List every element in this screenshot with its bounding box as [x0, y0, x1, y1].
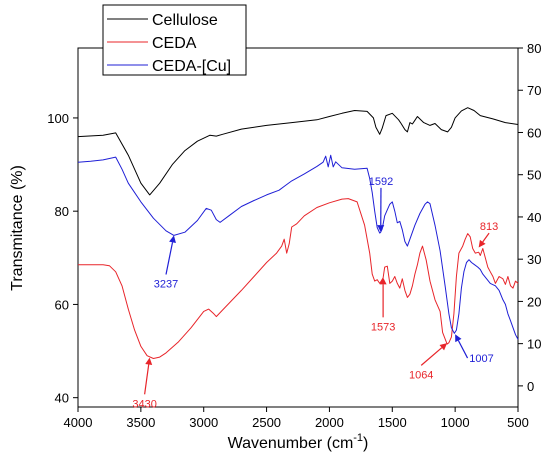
- plot-frame: [77, 47, 519, 408]
- legend-box: [102, 4, 247, 76]
- peak-arrow-head: [455, 334, 462, 343]
- peak-arrow-line: [457, 340, 469, 359]
- y-left-tick-label: 80: [55, 204, 69, 219]
- y-right-tick-label: 40: [527, 210, 541, 225]
- y-right-tick-label: 80: [527, 41, 541, 56]
- peak-label-813: 813: [480, 221, 498, 233]
- series-line-cellulose: [77, 107, 519, 196]
- x-tick-label: 2500: [252, 415, 281, 430]
- x-tick-label: 2000: [315, 415, 344, 430]
- y-right-tick-label: 30: [527, 252, 541, 267]
- peak-arrow-head: [169, 235, 176, 243]
- legend-label-cellulose: Cellulose: [152, 12, 218, 29]
- y-left-tick-label: 60: [55, 297, 69, 312]
- x-tick-label: 3500: [126, 415, 155, 430]
- y-axis-label: Transmitance (%): [9, 165, 26, 291]
- peak-arrow-line: [420, 347, 443, 366]
- y-left-tick-label: 100: [47, 111, 69, 126]
- y-right-tick-label: 20: [527, 294, 541, 309]
- peak-arrow-head: [145, 357, 153, 365]
- series-line-ceda-cu: [77, 154, 519, 340]
- peak-label-1007: 1007: [469, 353, 493, 365]
- peak-arrow-line: [165, 242, 174, 275]
- legend-label-ceda-cu: CEDA-[Cu]: [152, 58, 231, 75]
- peak-label-1592: 1592: [369, 176, 393, 188]
- legend: Cellulose CEDA CEDA-[Cu]: [102, 4, 247, 76]
- peak-arrow-line: [482, 232, 490, 243]
- peak-arrow-head: [377, 225, 385, 233]
- legend-label-ceda: CEDA: [152, 35, 197, 52]
- peak-arrow-head: [439, 343, 448, 351]
- y-right-tick-label: 0: [527, 379, 534, 394]
- peak-label-3430: 3430: [132, 398, 156, 410]
- peak-label-1573: 1573: [371, 321, 395, 333]
- x-tick-label: 4000: [64, 415, 93, 430]
- x-tick-label: 1000: [441, 415, 470, 430]
- x-tick-label: 500: [507, 415, 529, 430]
- x-tick-label: 1500: [378, 415, 407, 430]
- peak-label-1064: 1064: [409, 369, 433, 381]
- series-line-ceda: [78, 198, 519, 359]
- x-axis-label-superscript: -1: [353, 432, 363, 444]
- y-left-tick-label: 40: [55, 391, 69, 406]
- x-tick-label: 3000: [189, 415, 218, 430]
- peak-arrow-head: [379, 277, 387, 285]
- y-right-tick-label: 50: [527, 168, 541, 183]
- y-right-tick-label: 10: [527, 337, 541, 352]
- x-axis-label: Wavenumber (cm-1): [228, 432, 369, 452]
- peak-arrow-head: [478, 239, 486, 248]
- y-right-tick-label: 60: [527, 125, 541, 140]
- peak-label-3237: 3237: [154, 278, 178, 290]
- peak-arrow-line: [144, 364, 150, 395]
- y-right-tick-label: 70: [527, 83, 541, 98]
